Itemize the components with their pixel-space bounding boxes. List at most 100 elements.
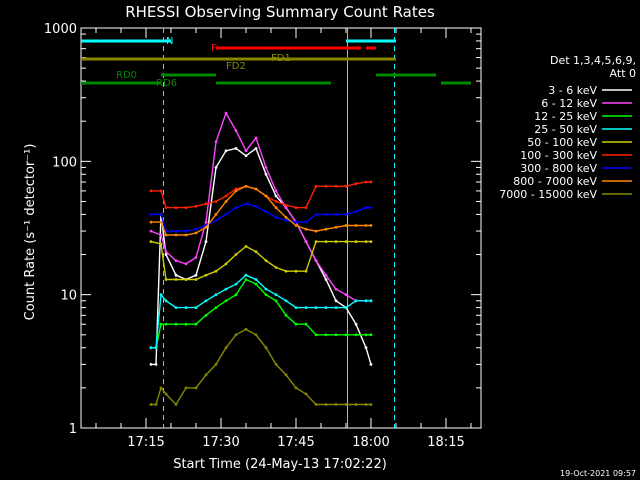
series-point xyxy=(204,273,208,277)
series-point xyxy=(224,287,228,291)
series-point xyxy=(254,147,258,150)
series-point xyxy=(304,392,308,396)
series-point xyxy=(154,363,158,366)
series-point xyxy=(324,273,328,277)
series-point xyxy=(364,333,368,337)
series-point xyxy=(324,306,328,309)
series-point xyxy=(264,293,268,297)
series-point xyxy=(164,206,168,210)
series-point xyxy=(314,333,318,337)
series-point xyxy=(159,386,163,390)
series-point xyxy=(284,216,288,219)
series-point xyxy=(334,240,338,244)
plot-area: 1 10 100 1000 17:15 17:30 17:45 18:00 18:15 N F FD1… xyxy=(44,22,482,450)
series-point xyxy=(274,293,278,297)
series-point xyxy=(214,269,218,273)
series-point xyxy=(324,333,328,337)
series-point xyxy=(149,189,153,193)
series-point xyxy=(174,233,178,237)
series-point xyxy=(334,184,338,188)
series-point xyxy=(174,403,178,406)
series-point xyxy=(254,136,258,140)
series-point xyxy=(194,273,198,277)
series-point xyxy=(194,306,198,309)
series-point xyxy=(274,216,278,219)
series-point xyxy=(334,213,338,216)
series-point xyxy=(164,278,168,281)
axes-frame xyxy=(80,27,482,429)
series-point xyxy=(234,333,238,337)
series-point xyxy=(224,111,228,115)
series-point xyxy=(369,363,373,366)
series-point xyxy=(304,220,308,224)
series-point xyxy=(224,346,228,350)
series-point xyxy=(314,229,318,233)
series-point xyxy=(149,220,153,224)
series-point xyxy=(344,224,348,227)
series-point xyxy=(149,213,153,216)
legend-label: 800 - 7000 keV xyxy=(513,175,597,188)
series-point xyxy=(244,202,248,206)
series-line xyxy=(150,111,371,302)
series-point xyxy=(204,240,208,244)
legend-label: 7000 - 15000 keV xyxy=(499,188,597,201)
series-point xyxy=(274,189,278,193)
series-point xyxy=(354,182,358,186)
series-point xyxy=(159,189,163,193)
series-point xyxy=(214,219,218,222)
series-point xyxy=(184,206,188,210)
series-point xyxy=(364,206,368,210)
legend-title: Det 1,3,4,5,6,9, xyxy=(550,54,636,67)
series-point xyxy=(174,322,178,326)
series-point xyxy=(164,299,168,303)
series-point xyxy=(184,322,188,326)
series-point xyxy=(354,224,358,227)
series-point xyxy=(254,204,258,208)
series-point xyxy=(214,200,218,203)
series-point xyxy=(354,299,358,303)
series-point xyxy=(369,240,373,244)
series-point xyxy=(194,204,198,208)
series-point xyxy=(344,293,348,297)
series-point xyxy=(224,149,228,153)
series-point xyxy=(354,322,358,326)
series-point xyxy=(234,147,238,150)
series-point xyxy=(314,184,318,188)
series-point xyxy=(314,306,318,309)
series-point xyxy=(214,306,218,309)
series-point xyxy=(194,386,198,390)
series-point xyxy=(264,287,268,291)
series-point xyxy=(354,403,358,406)
series-point xyxy=(284,269,288,273)
series-point xyxy=(174,278,178,281)
series-point xyxy=(284,203,288,207)
series-point xyxy=(244,327,248,331)
series-point xyxy=(244,273,248,277)
series-point xyxy=(294,220,298,224)
series-point xyxy=(324,227,328,231)
series-point xyxy=(194,278,198,281)
x-tick-label: 17:30 xyxy=(202,435,239,450)
series-point xyxy=(334,306,338,309)
series-point xyxy=(264,194,268,198)
series-point xyxy=(164,233,168,237)
series-point xyxy=(204,373,208,377)
series-point xyxy=(284,373,288,377)
series-point xyxy=(159,322,163,326)
series-point xyxy=(159,220,163,224)
series-point xyxy=(354,210,358,214)
series-point xyxy=(334,403,338,406)
series-point xyxy=(159,213,163,216)
series-point xyxy=(284,313,288,317)
series-point xyxy=(254,282,258,286)
legend-label: 3 - 6 keV xyxy=(548,84,597,97)
series-point xyxy=(194,322,198,326)
series-point xyxy=(184,278,188,281)
x-axis-label: Start Time (24-May-13 17:02:22) xyxy=(173,457,387,472)
series-point xyxy=(184,233,188,237)
series-point xyxy=(264,210,268,214)
series-point xyxy=(244,149,248,153)
series-point xyxy=(234,206,238,210)
